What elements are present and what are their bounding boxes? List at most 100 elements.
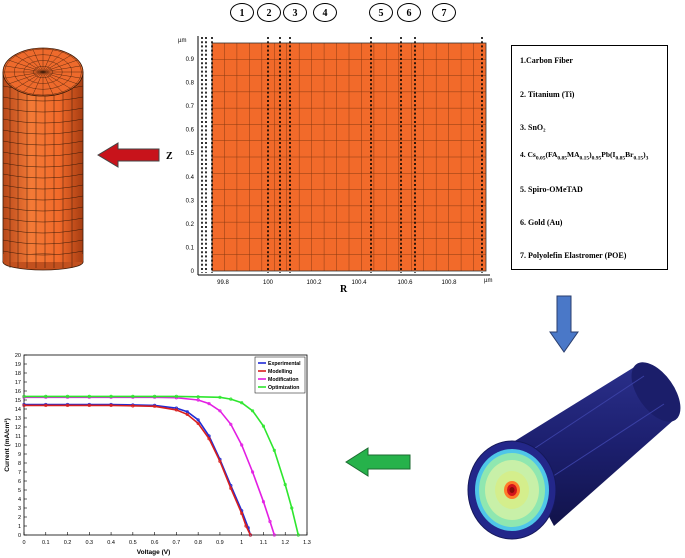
data-point: [240, 511, 244, 515]
mesh-plot: 0.9 0.8 0.7 0.6 0.5 0.4 0.3 0.2 0.1 0 99.8 100 100.2…: [178, 36, 492, 286]
z-unit-label: µm: [178, 38, 186, 44]
z-tick-label: 0.7: [186, 104, 195, 110]
legend-label: Optimization: [268, 385, 299, 391]
data-point: [109, 403, 113, 408]
data-point: [44, 394, 48, 399]
data-point: [196, 398, 200, 402]
legend-label: Modification: [268, 377, 299, 383]
x-tick-label: 0.2: [64, 540, 72, 546]
z-tick-label: 0.2: [186, 222, 195, 228]
x-axis-label: Voltage (V): [137, 549, 170, 556]
y-tick-label: 4: [18, 497, 21, 503]
x-tick-label: 1.2: [281, 540, 289, 546]
data-point: [250, 409, 255, 413]
layer-number-6: 6: [397, 3, 421, 22]
data-point: [174, 408, 178, 412]
red-arrow-left: [97, 142, 160, 168]
series-line-experimental: [24, 403, 252, 536]
layer-number-1: 1: [230, 3, 254, 22]
z-tick-label: 0.1: [186, 245, 195, 251]
z-tick-label: 0.6: [186, 128, 195, 134]
data-point: [22, 403, 26, 408]
r-tick-label: 100.4: [351, 280, 367, 286]
r-axis-label: R: [340, 284, 348, 295]
data-point: [196, 421, 200, 425]
y-tick-label: 2: [18, 515, 21, 521]
data-point: [218, 409, 222, 413]
data-point: [65, 394, 70, 399]
data-point: [218, 395, 222, 399]
data-point: [109, 394, 113, 399]
jv-curve-chart: 0 0.1 0.2 0.3 0.4 0.5 0.6 0.7 0.8 0.9 1 1.1 1.2 1.3 0 1…: [4, 353, 311, 556]
data-point: [87, 403, 91, 408]
layer-item-2: 2. Titanium (Ti): [520, 90, 575, 99]
z-tick-label: 0.9: [186, 57, 195, 63]
z-axis-label: Z: [166, 151, 173, 162]
data-point: [218, 459, 222, 463]
x-tick-label: 0.1: [42, 540, 50, 546]
y-tick-label: 11: [15, 434, 21, 440]
x-tick-label: 1.1: [260, 540, 268, 546]
layer-item-4: 4. Cs0.05(FA0.85MA0.15)0.95Pb(I0.85Br0.1…: [520, 150, 649, 162]
x-tick-label: 1: [240, 540, 243, 546]
x-tick-label: 0.8: [194, 540, 202, 546]
x-tick-label: 0.4: [107, 540, 115, 546]
y-axis-label: Current (mA/cm²): [4, 418, 11, 471]
y-tick-label: 16: [15, 389, 21, 395]
data-point: [240, 401, 244, 405]
z-tick-label: 0.5: [186, 151, 195, 157]
x-tick-label: 0.5: [129, 540, 137, 546]
perovskite-formula: Cs0.05(FA0.85MA0.15)0.95Pb(I0.85Br0.15)3: [527, 150, 649, 162]
cylinder-mesh-figure: [2, 47, 84, 271]
y-tick-label: 8: [18, 461, 21, 467]
data-point: [248, 533, 252, 537]
data-point: [296, 533, 300, 537]
data-point: [261, 424, 266, 428]
y-tick-label: 20: [15, 353, 21, 359]
y-tick-label: 13: [15, 416, 21, 422]
z-tick-label: 0: [191, 269, 195, 275]
y-tick-label: 3: [18, 506, 21, 512]
data-point: [229, 397, 233, 401]
layer-item-5: 5. Spiro-OMeTAD: [520, 185, 583, 194]
device-cylinder-3d: [467, 362, 681, 540]
legend-label: Experimental: [268, 361, 301, 367]
x-tick-label: 0.6: [151, 540, 159, 546]
x-tick-label: 0: [22, 540, 25, 546]
y-tick-label: 18: [15, 371, 21, 377]
y-tick-label: 14: [15, 407, 21, 413]
r-tick-label: 100.6: [397, 280, 413, 286]
layer-number-7: 7: [432, 3, 456, 22]
r-unit-label: µm: [484, 278, 492, 284]
layer-number-5: 5: [369, 3, 393, 22]
layer-number-4: 4: [313, 3, 337, 22]
green-arrow-left: [345, 447, 411, 477]
data-point: [268, 519, 272, 524]
r-tick-label: 100.2: [306, 280, 322, 286]
data-point: [196, 418, 200, 422]
x-tick-label: 1.3: [303, 540, 311, 546]
y-tick-label: 12: [15, 425, 21, 431]
y-tick-label: 1: [18, 524, 21, 530]
series-line-optimization: [24, 395, 300, 536]
data-point: [272, 533, 276, 537]
data-point: [229, 486, 233, 490]
layer-item-3: 3. SnO₂: [520, 123, 546, 132]
data-point: [131, 404, 135, 408]
data-point: [153, 404, 157, 408]
y-tick-label: 17: [15, 380, 21, 386]
x-tick-label: 0.3: [85, 540, 93, 546]
layer-item-7: 7. Polyolefin Elastromer (POE): [520, 251, 627, 260]
layer-item-6: 6. Gold (Au): [520, 218, 563, 227]
z-tick-label: 0.3: [186, 198, 195, 204]
legend-label: Modelling: [268, 369, 292, 375]
data-point: [229, 422, 233, 426]
y-tick-label: 6: [18, 479, 21, 485]
r-tick-label: 99.8: [217, 280, 229, 286]
data-point: [240, 443, 244, 447]
data-point: [22, 394, 26, 399]
r-tick-label: 100: [263, 280, 274, 286]
y-tick-label: 15: [15, 398, 21, 404]
data-point: [250, 470, 255, 474]
y-tick-label: 10: [15, 443, 21, 449]
